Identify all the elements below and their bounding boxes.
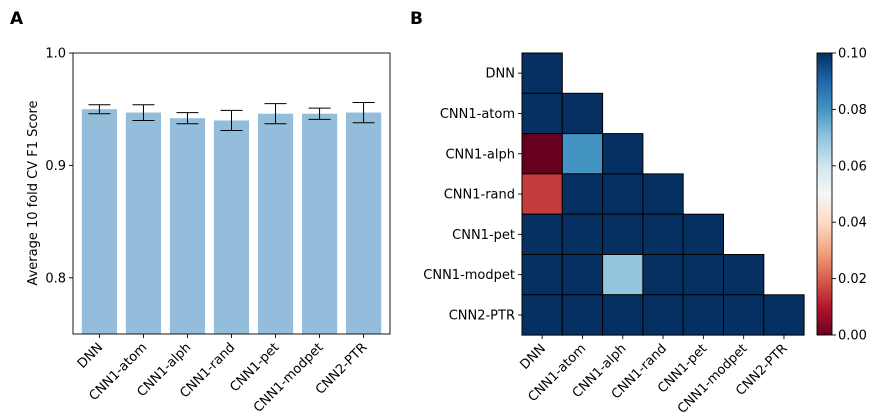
heatmap-cell: [521, 92, 563, 135]
y-ticks: 0.8 0.9 1.0: [45, 47, 73, 286]
x-ticks: DNNCNN1-atomCNN1-alphCNN1-randCNN1-petCN…: [75, 334, 370, 416]
heatmap-cell: [602, 173, 644, 215]
heatmap-cell: [521, 173, 563, 215]
y-tick-label: 0.8: [45, 271, 66, 286]
colorbar-tick-label: 0.02: [838, 272, 867, 287]
colorbar-tick-label: 0.04: [838, 216, 867, 231]
colorbar: 0.00 0.02 0.04 0.06 0.08 0.10: [816, 47, 867, 344]
y-axis-label: Average 10 fold CV F1 Score: [26, 100, 41, 285]
heatmap-cell: [561, 92, 604, 135]
heatmap-cell: [602, 213, 644, 255]
heatmap-cell: [602, 133, 644, 175]
heatmap-cell: [642, 294, 684, 336]
bar: [301, 113, 338, 334]
bar: [81, 109, 118, 334]
heatmap-cell: [682, 294, 725, 336]
heatmap-cell: [642, 213, 684, 255]
heatmap-cell: [521, 133, 563, 175]
row-label: CNN1-rand: [444, 188, 515, 203]
heatmap-cell: [602, 294, 644, 336]
heatmap-col-labels: DNNCNN1-atomCNN1-alphCNN1-randCNN1-petCN…: [518, 335, 791, 416]
col-label: CNN1-modpet: [675, 341, 750, 416]
row-label: CNN1-alph: [445, 147, 515, 162]
heatmap-cells: [521, 52, 805, 336]
heatmap-cell: [561, 133, 604, 175]
colorbar-tick-label: 0.00: [838, 329, 867, 344]
heatmap-cell: [602, 254, 644, 296]
col-label: DNN: [518, 341, 549, 372]
bar: [345, 112, 382, 335]
heatmap-row-labels: DNN CNN1-atom CNN1-alph CNN1-rand CNN1-pet CN…: [423, 67, 522, 323]
row-label: CNN1-atom: [440, 107, 515, 122]
heatmap-cell: [521, 294, 563, 336]
panel-a-label: A: [10, 9, 24, 29]
bar: [213, 120, 250, 334]
colorbar-tick-label: 0.06: [838, 159, 867, 174]
heatmap-cell: [561, 294, 604, 336]
colorbar-tick-label: 0.08: [838, 103, 867, 118]
bar: [257, 113, 294, 334]
colorbar-ticks: 0.00 0.02 0.04 0.06 0.08 0.10: [832, 47, 867, 344]
bar: [169, 118, 206, 334]
heatmap-cell: [521, 52, 563, 94]
row-label: DNN: [486, 67, 515, 82]
heatmap-cell: [521, 254, 563, 296]
row-label: CNN2-PTR: [449, 308, 515, 323]
heatmap-cell: [682, 213, 725, 255]
heatmap-cell: [723, 254, 765, 296]
heatmap-cell: [561, 213, 604, 255]
heatmap-cell: [521, 213, 563, 255]
heatmap-cell: [642, 173, 684, 215]
bars: [81, 109, 382, 335]
heatmap: DNN CNN1-atom CNN1-alph CNN1-rand CNN1-pet CN…: [423, 52, 805, 416]
panel-b-label: B: [410, 9, 423, 29]
heatmap-cell: [723, 294, 765, 336]
heatmap-cell: [763, 294, 805, 336]
bar-chart: Average 10 fold CV F1 Score 0.8 0.9 1.0 DN…: [26, 47, 391, 416]
row-label: CNN1-pet: [452, 228, 515, 243]
bar-chart-frame: [72, 52, 391, 335]
x-tick-label: DNN: [75, 340, 106, 371]
colorbar-tick-label: 0.10: [838, 47, 867, 62]
y-tick-label: 0.9: [45, 159, 66, 174]
heatmap-cell: [642, 254, 684, 296]
heatmap-cell: [682, 254, 725, 296]
row-label: CNN1-modpet: [423, 268, 515, 283]
colorbar-gradient: [816, 52, 833, 336]
heatmap-cell: [561, 254, 604, 296]
error-bars: [88, 101, 375, 132]
heatmap-cell: [561, 173, 604, 215]
bar: [125, 112, 162, 335]
y-tick-label: 1.0: [45, 47, 66, 62]
